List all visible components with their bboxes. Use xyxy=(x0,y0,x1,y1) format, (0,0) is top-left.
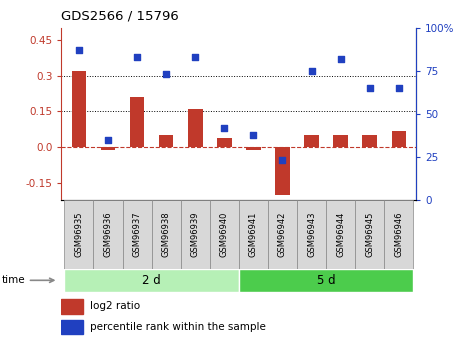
Text: GDS2566 / 15796: GDS2566 / 15796 xyxy=(61,9,179,22)
Bar xyxy=(101,147,115,150)
Text: GSM96943: GSM96943 xyxy=(307,212,316,257)
Text: GSM96939: GSM96939 xyxy=(191,212,200,257)
Point xyxy=(104,137,112,142)
Bar xyxy=(72,71,86,147)
Text: GSM96942: GSM96942 xyxy=(278,212,287,257)
Text: GSM96935: GSM96935 xyxy=(74,212,83,257)
FancyBboxPatch shape xyxy=(152,200,181,269)
Text: GSM96937: GSM96937 xyxy=(132,212,141,257)
FancyBboxPatch shape xyxy=(123,200,152,269)
Point xyxy=(395,85,403,91)
FancyBboxPatch shape xyxy=(64,269,239,292)
Text: GSM96945: GSM96945 xyxy=(365,212,374,257)
Bar xyxy=(217,138,232,147)
Bar xyxy=(392,131,406,147)
Bar xyxy=(159,136,174,147)
Bar xyxy=(130,97,144,147)
Bar xyxy=(333,136,348,147)
Point xyxy=(308,68,315,73)
FancyBboxPatch shape xyxy=(239,200,268,269)
Point xyxy=(279,158,286,163)
Bar xyxy=(304,136,319,147)
Bar xyxy=(362,136,377,147)
FancyBboxPatch shape xyxy=(94,200,123,269)
Bar xyxy=(275,147,290,195)
FancyBboxPatch shape xyxy=(181,200,210,269)
Text: percentile rank within the sample: percentile rank within the sample xyxy=(90,322,266,332)
Point xyxy=(75,47,83,53)
FancyBboxPatch shape xyxy=(384,200,413,269)
Text: 2 d: 2 d xyxy=(142,274,161,287)
Text: time: time xyxy=(1,275,54,285)
Text: GSM96940: GSM96940 xyxy=(220,212,229,257)
FancyBboxPatch shape xyxy=(297,200,326,269)
Point xyxy=(250,132,257,137)
Bar xyxy=(61,320,83,334)
Point xyxy=(220,125,228,130)
Point xyxy=(162,71,170,77)
Bar xyxy=(61,299,83,314)
FancyBboxPatch shape xyxy=(355,200,384,269)
Bar xyxy=(188,109,202,147)
Text: 5 d: 5 d xyxy=(317,274,335,287)
FancyBboxPatch shape xyxy=(239,269,413,292)
FancyBboxPatch shape xyxy=(326,200,355,269)
Point xyxy=(192,54,199,60)
Text: log2 ratio: log2 ratio xyxy=(90,301,140,311)
Point xyxy=(366,85,374,91)
Text: GSM96944: GSM96944 xyxy=(336,212,345,257)
Text: GSM96946: GSM96946 xyxy=(394,212,403,257)
Bar xyxy=(246,147,261,150)
Text: GSM96936: GSM96936 xyxy=(104,212,113,257)
FancyBboxPatch shape xyxy=(64,200,94,269)
FancyBboxPatch shape xyxy=(210,200,239,269)
Point xyxy=(337,56,344,61)
Text: GSM96941: GSM96941 xyxy=(249,212,258,257)
Point xyxy=(133,54,141,60)
FancyBboxPatch shape xyxy=(268,200,297,269)
Text: GSM96938: GSM96938 xyxy=(162,212,171,257)
